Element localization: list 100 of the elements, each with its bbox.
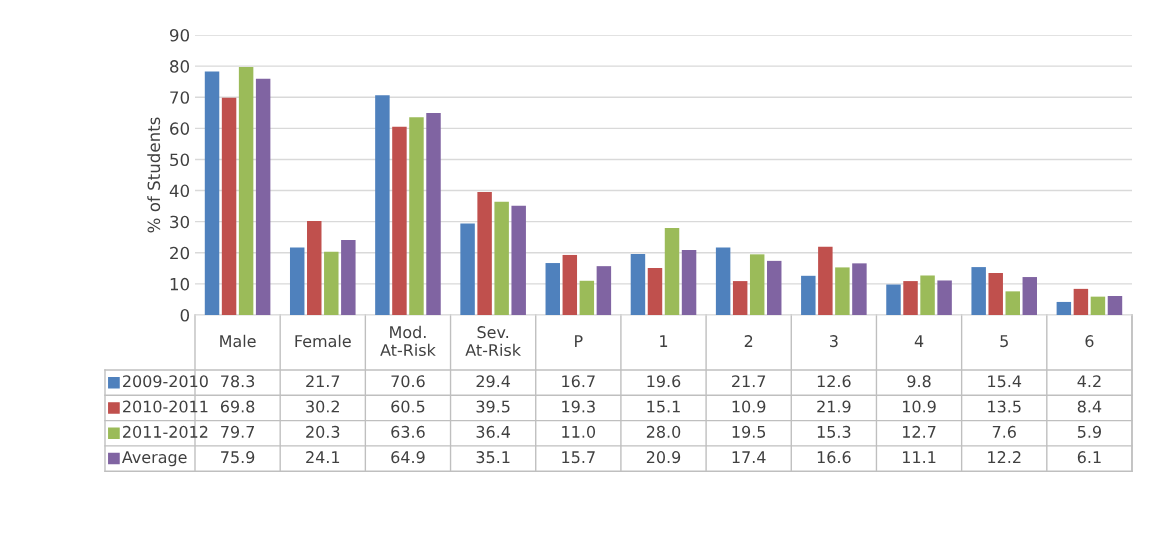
bar xyxy=(971,267,986,315)
data-label: 13.5 xyxy=(988,400,1021,413)
data-label: 12.6 xyxy=(817,375,851,388)
y-tick-label: 20 xyxy=(170,246,190,260)
bar xyxy=(715,247,731,315)
bar xyxy=(647,268,663,315)
bar xyxy=(545,263,560,315)
bar xyxy=(767,260,782,315)
data-label: 9.8 xyxy=(907,375,931,388)
data-label: 63.6 xyxy=(391,425,425,438)
bar xyxy=(289,247,305,315)
bar xyxy=(307,221,322,315)
data-label: 24.1 xyxy=(306,451,340,463)
x-tick-label: P xyxy=(575,335,583,347)
bar xyxy=(852,263,867,315)
y-tick-label: 40 xyxy=(169,184,190,198)
bar xyxy=(238,67,254,315)
data-label: 15.3 xyxy=(817,425,851,438)
data-label: 10.9 xyxy=(732,400,766,413)
data-label: 10.9 xyxy=(903,400,936,413)
bar xyxy=(255,78,271,315)
legend-label: 2010-2011 xyxy=(123,400,208,413)
data-label: 28.0 xyxy=(646,425,681,438)
bar xyxy=(1073,288,1089,315)
bar xyxy=(426,113,441,315)
bar xyxy=(477,192,492,315)
data-label: 70.6 xyxy=(391,375,425,388)
x-tick-label: 2 xyxy=(744,335,753,347)
data-label: 4.2 xyxy=(1077,375,1101,388)
data-label: 16.7 xyxy=(562,375,595,388)
x-tick-label: Mod. At-Risk xyxy=(380,325,436,357)
data-label: 8.4 xyxy=(1077,400,1102,413)
data-label: 21.7 xyxy=(732,375,766,388)
data-label: 64.9 xyxy=(391,451,425,464)
x-tick-label: Female xyxy=(295,334,351,348)
data-label: 39.5 xyxy=(476,400,510,413)
data-label: 15.7 xyxy=(562,451,595,464)
data-label: 20.3 xyxy=(306,425,340,438)
bar xyxy=(835,267,850,315)
bar xyxy=(903,281,918,315)
bar xyxy=(511,205,526,315)
bar xyxy=(732,281,748,315)
x-tick-label: Sev. At-Risk xyxy=(465,326,521,357)
data-label: 15.4 xyxy=(988,375,1022,388)
y-tick-label: 90 xyxy=(169,28,190,42)
bar xyxy=(494,201,509,315)
bar xyxy=(1107,296,1123,315)
bar xyxy=(801,275,816,315)
data-label: 5.9 xyxy=(1077,425,1101,438)
x-tick-label: 4 xyxy=(914,335,924,347)
legend-label: 2011-2012 xyxy=(123,425,208,438)
data-label: 30.2 xyxy=(306,400,339,413)
bar xyxy=(204,71,220,315)
y-tick-label: 50 xyxy=(170,153,190,167)
bar xyxy=(392,126,407,315)
data-label: 29.4 xyxy=(476,375,511,388)
bar xyxy=(324,251,339,315)
y-tick-label: 0 xyxy=(180,308,190,322)
legend-label: 2009-2010 xyxy=(123,375,208,388)
data-label: 75.9 xyxy=(221,451,255,464)
y-tick-label: 10 xyxy=(170,277,190,291)
data-label: 36.4 xyxy=(476,425,511,438)
data-label: 17.4 xyxy=(732,451,766,463)
y-tick-label: 80 xyxy=(170,60,190,73)
data-label: 15.1 xyxy=(647,400,680,413)
bar xyxy=(375,95,390,315)
bar xyxy=(630,254,646,315)
data-label: 19.5 xyxy=(732,425,766,438)
y-tick-label: 70 xyxy=(170,91,190,104)
x-tick-label: 5 xyxy=(1000,335,1008,348)
data-label: 35.1 xyxy=(476,451,510,464)
bar xyxy=(579,280,595,315)
bar xyxy=(409,117,424,315)
data-label: 16.6 xyxy=(817,451,851,464)
bar xyxy=(460,223,475,315)
bar xyxy=(886,284,901,315)
bar xyxy=(341,240,356,315)
bar xyxy=(920,275,935,315)
bar xyxy=(664,227,680,315)
data-label: 21.7 xyxy=(306,375,340,388)
bar xyxy=(1056,301,1072,315)
data-label: 6.1 xyxy=(1077,451,1101,464)
bar xyxy=(1005,291,1020,315)
data-label: 21.9 xyxy=(817,400,851,413)
data-label: 20.9 xyxy=(646,451,681,464)
data-label: 79.7 xyxy=(221,425,255,438)
bar xyxy=(1022,277,1038,315)
x-tick-label: 1 xyxy=(660,335,668,347)
data-label: 60.5 xyxy=(391,400,425,413)
x-tick-label: 6 xyxy=(1085,335,1094,348)
data-label: 19.3 xyxy=(562,400,595,413)
bar xyxy=(988,273,1003,315)
bar xyxy=(818,246,833,315)
bar xyxy=(749,254,765,315)
bar xyxy=(562,254,578,315)
y-tick-label: 30 xyxy=(170,215,190,229)
x-tick-label: 3 xyxy=(830,335,838,348)
data-label: 11.0 xyxy=(562,425,596,438)
bar xyxy=(681,249,697,315)
bar xyxy=(221,97,237,315)
